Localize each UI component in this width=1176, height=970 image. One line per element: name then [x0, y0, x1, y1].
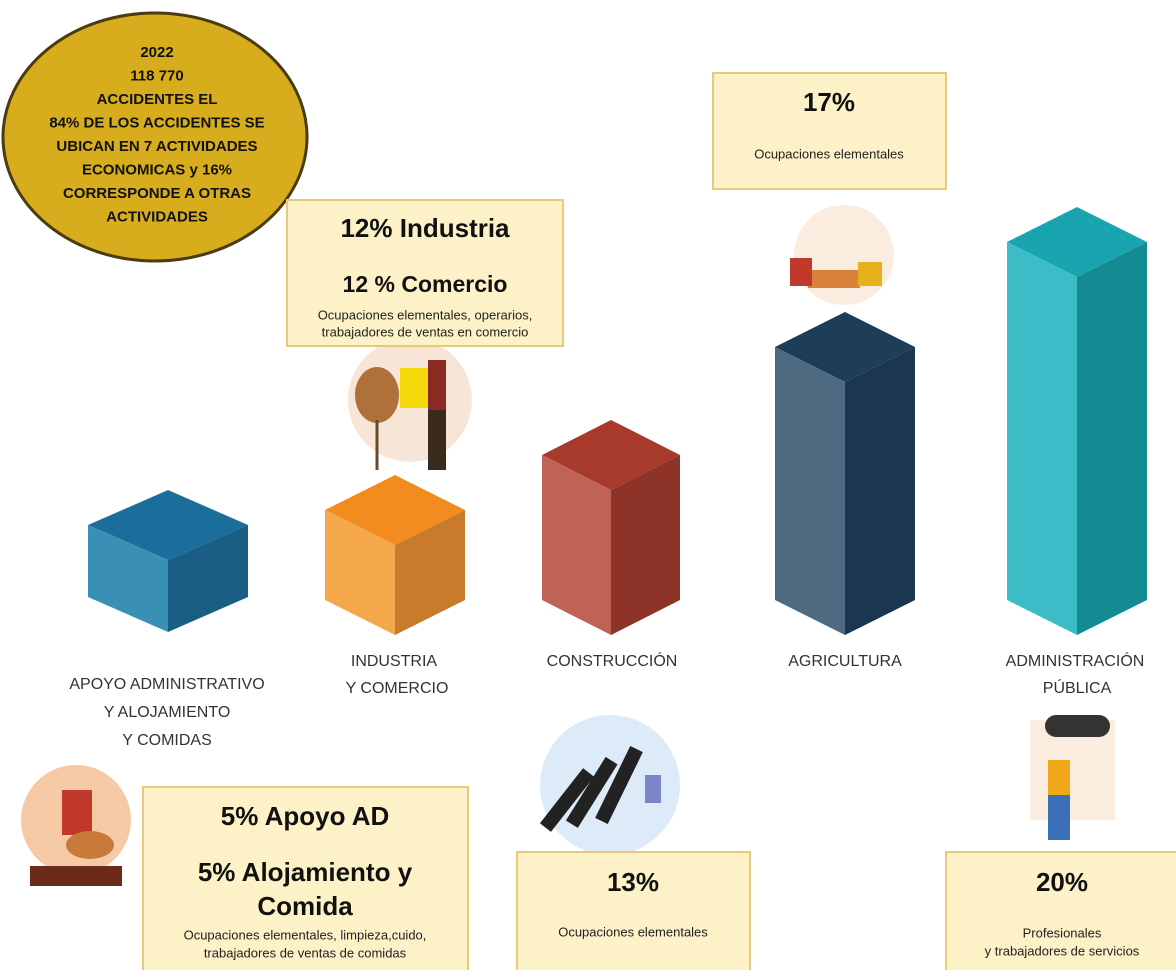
bar-construccion — [542, 420, 680, 635]
box-text: Ocupaciones elementales — [754, 146, 904, 161]
box-heading: 12 % Comercio — [343, 271, 508, 297]
badge-line: 2022 — [140, 44, 173, 61]
box-text: trabajadores de ventas en comercio — [322, 324, 529, 339]
badge-line: ACCIDENTES EL — [97, 91, 218, 108]
bar-administracion — [1007, 207, 1147, 635]
box-heading: Comida — [257, 891, 353, 921]
badge-line: ECONOMICAS y 16% — [82, 161, 232, 178]
bar-apoyo — [88, 490, 248, 632]
column-label: AGRICULTURA — [788, 653, 902, 670]
badge-line: CORRESPONDE A OTRAS — [63, 185, 251, 202]
column-label: INDUSTRIA — [351, 653, 438, 670]
bar-industria — [325, 475, 465, 635]
box-heading: 5% Alojamiento y — [198, 857, 413, 887]
box-text: Ocupaciones elementales, operarios, — [318, 307, 533, 322]
badge-line: ACTIVIDADES — [106, 208, 208, 225]
column-label: APOYO ADMINISTRATIVO — [69, 676, 264, 693]
box-text: Profesionales — [1023, 925, 1102, 940]
box-text: Ocupaciones elementales, limpieza,cuido, — [184, 927, 427, 942]
box-text: Ocupaciones elementales — [558, 924, 708, 939]
column-label: Y ALOJAMIENTO — [104, 704, 231, 721]
column-label: ADMINISTRACIÓN — [1006, 651, 1145, 670]
box-text: y trabajadores de servicios — [985, 943, 1140, 958]
badge-line: UBICAN EN 7 ACTIVIDADES — [56, 138, 257, 155]
column-label: Y COMERCIO — [346, 680, 449, 697]
box-heading: 20% — [1036, 867, 1088, 897]
box-heading: 17% — [803, 87, 855, 117]
box-text: trabajadores de ventas de comidas — [204, 945, 407, 960]
column-label: CONSTRUCCIÓN — [547, 651, 678, 670]
infographic: 2022 118 770 ACCIDENTES EL 84% DE LOS ACCID… — [0, 0, 1176, 970]
bar-agricultura — [775, 312, 915, 635]
box-heading: 12% Industria — [340, 213, 510, 243]
box-heading: 5% Apoyo AD — [221, 801, 390, 831]
box-heading: 13% — [607, 867, 659, 897]
badge-line: 118 770 — [130, 67, 183, 84]
column-label: Y COMIDAS — [122, 732, 212, 749]
column-label: PÚBLICA — [1043, 678, 1112, 697]
badge-line: 84% DE LOS ACCIDENTES SE — [49, 114, 264, 131]
